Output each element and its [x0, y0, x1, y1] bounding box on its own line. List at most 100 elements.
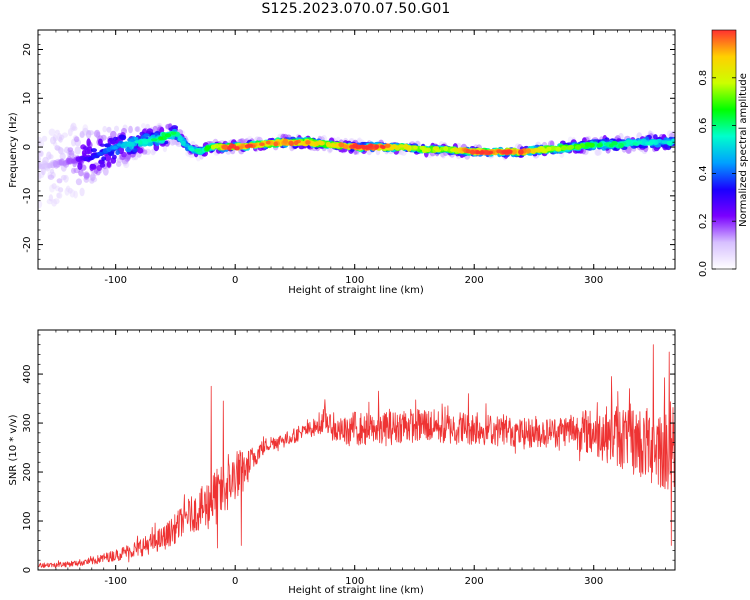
spectrogram-cell	[574, 145, 582, 150]
spectrogram-cell	[194, 148, 201, 153]
spectrogram-cell	[112, 136, 118, 141]
colorbar-tick-label: 0.0	[698, 261, 709, 277]
spectrogram-cell	[541, 148, 546, 153]
spectrogram-y-ticks: -20 -10 0 10 20	[22, 34, 675, 270]
spectrogram-cell	[609, 143, 614, 148]
spectrogram-cell	[77, 162, 83, 171]
spectrogram-cell	[150, 148, 156, 156]
spectrogram-cell	[141, 138, 148, 143]
spectrogram-cell	[318, 140, 324, 146]
spectrogram-cell	[115, 149, 120, 156]
spectrogram-cell	[75, 178, 82, 186]
spectrogram-cell	[305, 140, 311, 145]
spectrogram-cell	[137, 140, 143, 145]
spectrogram-cell	[618, 142, 624, 149]
spectrogram-cell	[603, 142, 611, 146]
figure-title: S125.2023.070.07.50.G01	[261, 1, 451, 17]
spectrogram-cell	[48, 194, 54, 202]
colorbar-ticks: 0.0 0.2 0.4 0.6 0.8	[698, 70, 736, 277]
spectrogram-cell	[646, 141, 654, 146]
spectrogram-x-label: Height of straight line (km)	[288, 285, 424, 296]
y-tick-label: 10	[22, 92, 33, 105]
spectrogram-cell	[162, 145, 168, 153]
spectrogram-cell	[52, 159, 58, 168]
spectrogram-cell	[293, 140, 299, 146]
spectrogram-cell	[273, 141, 279, 147]
spectrogram-cell	[469, 149, 476, 155]
spectrogram-cell	[48, 128, 56, 136]
spectrogram-cell	[58, 136, 63, 143]
spectrogram-cell	[131, 147, 138, 153]
spectrogram-cell	[530, 148, 536, 154]
spectrogram-cell	[106, 161, 112, 168]
spectrogram-cell	[546, 146, 552, 151]
spectrogram-y-label: Frequency (Hz)	[8, 112, 19, 188]
x-tick-label: -100	[104, 275, 127, 286]
spectrogram-cell	[102, 125, 107, 133]
spectrogram-cell	[110, 130, 117, 139]
y-tick-label: 300	[22, 414, 33, 433]
spectrogram-image	[38, 122, 675, 209]
colorbar-gradient	[711, 29, 737, 270]
spectrogram-cell	[163, 140, 169, 145]
spectrogram-cell	[384, 143, 391, 148]
spectrogram-cell	[534, 148, 541, 153]
spectrogram-cell	[512, 149, 517, 155]
spectrogram-cell	[104, 143, 110, 148]
colorbar-tick-label: 0.8	[698, 70, 709, 86]
spectrogram-cell	[133, 136, 139, 141]
spectrogram-cell	[380, 145, 386, 150]
spectrogram-cell	[38, 155, 41, 164]
spectrogram-cell	[101, 156, 106, 162]
spectrogram-cell	[465, 149, 471, 154]
spectrogram-cell	[265, 140, 271, 145]
spectrogram-cell	[83, 157, 90, 162]
spectrogram-cell	[561, 145, 567, 151]
spectrogram-cell	[73, 190, 78, 199]
spectrogram-cell	[91, 154, 99, 159]
snr-x-label: Height of straight line (km)	[288, 585, 424, 596]
spectrogram-cell	[496, 149, 503, 154]
spectrogram-cell	[56, 178, 63, 184]
spectrogram-cell	[116, 161, 122, 168]
spectrogram-cell	[403, 144, 410, 150]
spectrogram-cell	[374, 144, 380, 150]
y-tick-label: -10	[22, 188, 33, 204]
spectrogram-cell	[41, 135, 48, 142]
spectrogram-cell	[367, 143, 373, 148]
spectrogram-cell	[119, 134, 127, 141]
spectrogram-cell	[244, 144, 251, 149]
spectrogram-cell	[653, 134, 658, 140]
spectrogram-cell	[342, 144, 349, 149]
spectrogram-cell	[288, 140, 294, 146]
spectrogram-cell	[38, 150, 44, 157]
spectrogram-cell	[204, 146, 210, 152]
x-tick-label: 200	[465, 275, 484, 286]
spectrogram-frame	[37, 29, 676, 270]
x-tick-label: 200	[465, 576, 484, 587]
y-tick-label: 0	[22, 567, 33, 573]
spectrogram-cell	[488, 150, 494, 155]
spectrogram-cell	[60, 174, 67, 181]
spectrogram-cell	[85, 129, 92, 139]
spectrogram-cell	[282, 138, 288, 144]
spectrogram-cell	[54, 145, 61, 151]
snr-y-ticks: 0 100 200 300 400	[22, 334, 675, 573]
spectrogram-cell	[259, 142, 265, 146]
x-tick-label: -100	[104, 576, 127, 587]
colorbar-tick-label: 0.4	[698, 165, 709, 181]
spectrogram-cell	[151, 138, 158, 142]
spectrogram-cell	[53, 198, 60, 205]
spectrogram-cell	[83, 171, 90, 179]
spectrogram-cell	[421, 147, 427, 154]
x-tick-label: 300	[584, 576, 603, 587]
y-tick-label: 0	[22, 144, 33, 150]
spectrogram-x-ticks: -100 0 100 200 300	[55, 30, 666, 286]
spectrogram-cell	[189, 147, 195, 152]
spectrogram-cell	[47, 174, 55, 180]
spectrogram-cell	[595, 149, 602, 156]
spectrogram-cell	[432, 146, 440, 151]
spectrogram-cell	[79, 187, 85, 197]
snr-y-label: SNR (10 * v/v)	[8, 414, 19, 485]
